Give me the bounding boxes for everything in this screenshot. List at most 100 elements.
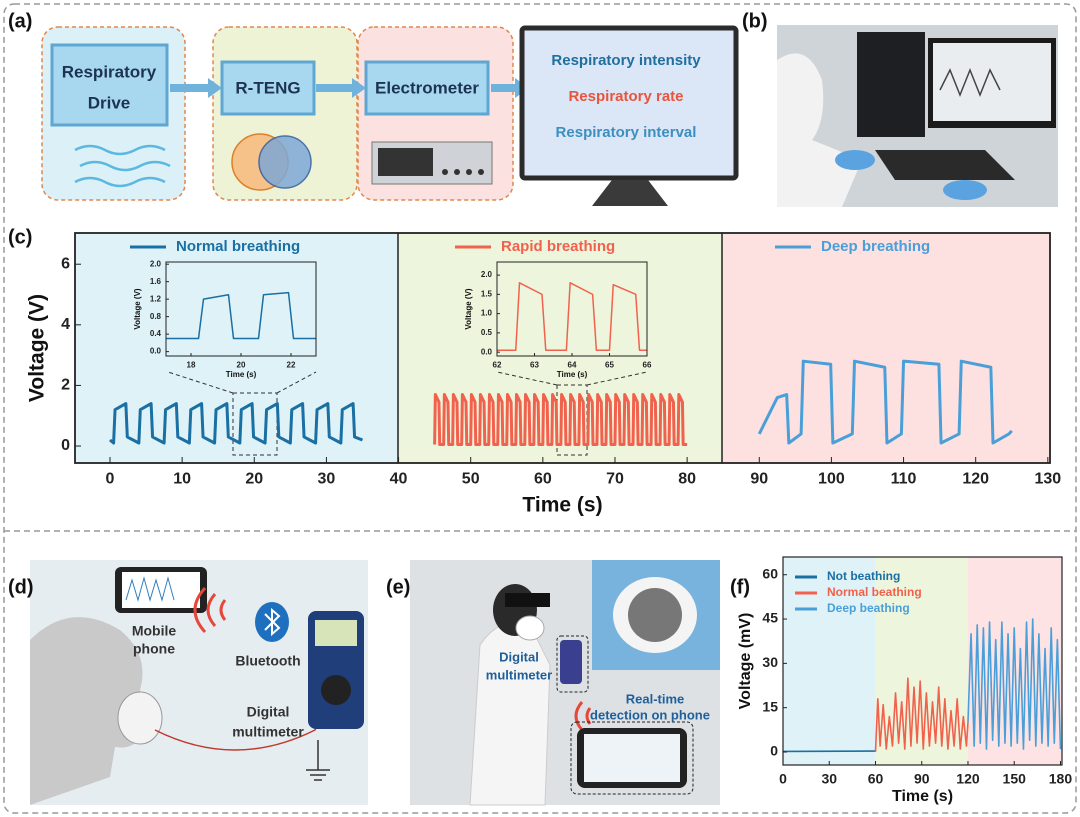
x-tick-label: 90: [750, 471, 768, 488]
censor-bar: [505, 593, 550, 607]
x-tick-label: 50: [462, 471, 480, 488]
x-tick-label: 30: [821, 770, 837, 786]
y-tick-label: 0.0: [150, 347, 162, 356]
legend-label: Not beathing: [827, 569, 900, 583]
panel-e: Digital multimeter Real-time detection o…: [410, 560, 720, 806]
plot-frame: [74, 232, 1051, 464]
data-line: [757, 359, 1013, 445]
x-tick-label: 180: [1049, 770, 1073, 786]
y-tick-label: 2.0: [481, 270, 493, 279]
mask: [515, 615, 545, 641]
panel-b-photo: [777, 25, 1058, 208]
x-tick-label: 22: [287, 360, 296, 369]
caption: multimeter: [232, 724, 304, 740]
x-tick-label: 100: [818, 471, 845, 488]
x-tick-label: 120: [956, 770, 980, 786]
y-tick-label: 0.8: [150, 312, 162, 321]
x-tick-label: 65: [605, 360, 614, 369]
y-tick-label: 4: [61, 316, 70, 333]
legend-label: Rapid breathing: [501, 238, 615, 255]
caption: phone: [133, 641, 175, 657]
y-tick-label: 2.0: [150, 259, 162, 268]
phone-plot: [125, 576, 175, 602]
region-bg: [75, 233, 398, 463]
x-tick-label: 66: [643, 360, 652, 369]
screen: [933, 43, 1051, 121]
y-tick-label: 2: [61, 377, 70, 394]
block-label: Electrometer: [375, 78, 479, 97]
wireless-icon: [574, 701, 592, 731]
multimeter-dial: [321, 675, 351, 705]
x-tick-label: 63: [530, 360, 539, 369]
x-tick-label: 80: [678, 471, 696, 488]
x-tick-label: 20: [245, 471, 263, 488]
legend-label: Normal breathing: [176, 238, 300, 255]
arrow: [170, 78, 529, 98]
mask-filter: [628, 588, 682, 642]
device-screen: [378, 148, 433, 176]
data-line: [497, 282, 647, 351]
y-tick-label: 45: [762, 610, 778, 626]
y-tick-label: 1.0: [481, 309, 493, 318]
pc-tower: [857, 32, 925, 137]
y-tick-label: 30: [762, 654, 778, 670]
block-label: Respiratory: [62, 62, 157, 81]
x-tick-label: 60: [868, 770, 884, 786]
glove: [835, 150, 875, 170]
monitor-stand: [592, 180, 668, 206]
x-tick-label: 90: [914, 770, 930, 786]
zoom-arrow: [167, 371, 648, 394]
legend-label: Deep breathing: [821, 238, 930, 255]
x-tick-label: 40: [390, 471, 408, 488]
output-label: Respiratory rate: [568, 88, 683, 105]
multimeter: [560, 640, 582, 684]
y-axis-label: Voltage (mV): [737, 613, 754, 710]
mask: [117, 691, 163, 745]
y-tick-label: 1.2: [150, 294, 162, 303]
device-knobs: [442, 169, 484, 175]
output-label: Respiratory intensity: [551, 52, 701, 69]
y-tick-label: 0: [61, 437, 70, 454]
caption: Digital: [247, 704, 290, 720]
y-tick-label: 0: [770, 743, 778, 759]
highlight-box: [570, 721, 694, 795]
zoom-box: [232, 392, 278, 456]
multimeter-display: [315, 620, 357, 646]
y-tick-label: 1.6: [150, 277, 162, 286]
y-tick-label: 0.4: [150, 329, 162, 338]
panel-label: (c): [8, 226, 32, 248]
output-label: Respiratory interval: [556, 124, 697, 141]
bluetooth-icon: [264, 607, 281, 637]
x-tick-label: 150: [1003, 770, 1027, 786]
y-axis-label: Voltage (V): [464, 288, 473, 330]
caption: multimeter: [486, 667, 552, 682]
x-tick-label: 0: [106, 471, 115, 488]
airflow: [74, 144, 171, 188]
y-axis-label: Voltage (V): [26, 294, 49, 402]
keyboard: [875, 150, 1015, 180]
x-tick-label: 62: [493, 360, 502, 369]
caption: Bluetooth: [235, 653, 300, 669]
data-line: [109, 402, 364, 445]
x-tick-label: 64: [568, 360, 577, 369]
y-tick-label: 6: [61, 255, 70, 272]
y-axis-label: Voltage (V): [133, 288, 142, 330]
panel-d: [30, 560, 368, 805]
x-axis-label: Time (s): [522, 494, 602, 517]
x-tick-label: 10: [173, 471, 191, 488]
x-axis-label: Time (s): [892, 788, 953, 805]
x-tick-label: 18: [187, 360, 196, 369]
phone-screen: [584, 734, 680, 782]
panel-label: (e): [386, 576, 410, 598]
y-tick-label: 0.0: [481, 347, 493, 356]
y-tick-label: 15: [762, 698, 778, 714]
caption: detection on phone: [590, 707, 710, 722]
x-tick-label: 20: [237, 360, 246, 369]
ground: [306, 769, 330, 781]
mesh: [258, 135, 312, 189]
x-tick-label: 0: [779, 770, 787, 786]
x-axis-label: Time (s): [226, 370, 257, 379]
glove: [943, 180, 987, 200]
person: [777, 53, 862, 208]
wireless-icon: [193, 586, 227, 634]
